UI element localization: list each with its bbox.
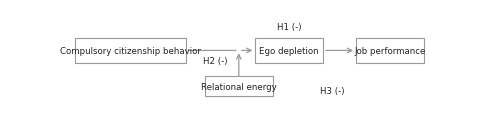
Bar bbox=[356, 39, 424, 63]
Text: H1 (-): H1 (-) bbox=[277, 23, 301, 32]
Text: Job performance: Job performance bbox=[354, 47, 426, 55]
Text: Compulsory citizenship behavior: Compulsory citizenship behavior bbox=[60, 47, 201, 55]
Text: H2 (-): H2 (-) bbox=[204, 57, 228, 66]
Text: H3 (-): H3 (-) bbox=[320, 86, 344, 95]
Bar bbox=[205, 77, 272, 96]
Bar bbox=[75, 39, 186, 63]
Bar bbox=[256, 39, 323, 63]
Text: Relational energy: Relational energy bbox=[201, 82, 276, 91]
Text: Ego depletion: Ego depletion bbox=[260, 47, 319, 55]
